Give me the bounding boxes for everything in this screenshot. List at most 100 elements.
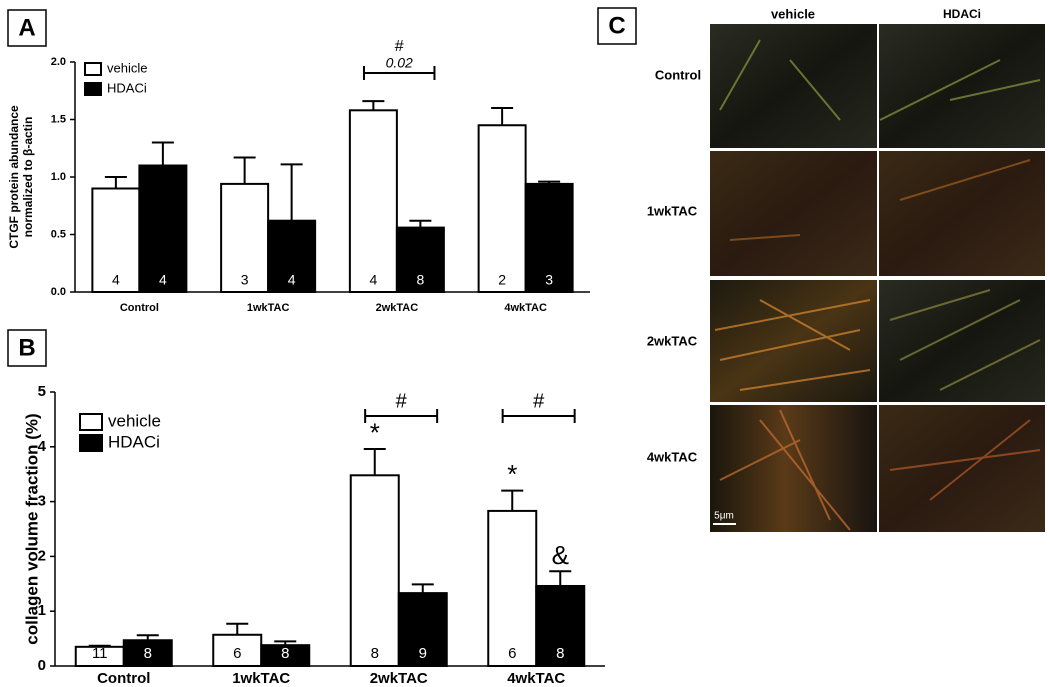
bar xyxy=(395,226,445,294)
bar xyxy=(138,164,188,293)
x-tick-label: Control xyxy=(120,302,159,314)
bar xyxy=(487,509,538,667)
bar xyxy=(122,639,173,668)
bar xyxy=(267,219,317,293)
comparison-bracket xyxy=(364,409,439,423)
y-tick-label: 2 xyxy=(38,547,46,564)
bar xyxy=(212,633,263,667)
comparison-bracket xyxy=(501,409,576,423)
comparison-label: # xyxy=(395,38,404,55)
bar xyxy=(260,644,311,668)
error-bar xyxy=(409,219,432,228)
comparison-label: # xyxy=(396,390,408,412)
y-tick-label: 1.5 xyxy=(51,113,66,125)
comparison-bracket xyxy=(362,66,436,80)
x-tick-label: 1wkTAC xyxy=(247,302,290,314)
micrograph xyxy=(879,24,1045,148)
legend-swatch xyxy=(84,62,102,76)
y-tick-label: 4 xyxy=(38,438,47,455)
micrograph xyxy=(710,280,877,402)
n-label: 4 xyxy=(369,272,377,288)
error-bar xyxy=(411,583,434,594)
legend-swatch xyxy=(79,434,103,452)
n-label: 6 xyxy=(508,645,516,662)
legend-swatch xyxy=(84,82,102,96)
bar xyxy=(348,109,398,293)
y-tick-label: 0.5 xyxy=(51,228,66,240)
x-tick-label: 1wkTAC xyxy=(232,670,290,687)
row-label: 4wkTAC xyxy=(647,449,698,464)
significance-marker: * xyxy=(370,418,380,448)
n-label: 4 xyxy=(288,272,296,288)
bar xyxy=(349,474,400,667)
panel-label-box xyxy=(7,329,47,367)
n-label: 8 xyxy=(144,645,152,662)
micrograph xyxy=(710,24,877,148)
comparison-note: 0.02 xyxy=(386,55,413,71)
micrograph xyxy=(710,405,877,532)
n-label: 4 xyxy=(159,272,167,288)
n-label: 6 xyxy=(233,645,241,662)
error-bar xyxy=(151,141,174,166)
x-tick-label: 4wkTAC xyxy=(507,670,565,687)
fiber-texture xyxy=(714,39,1041,531)
n-label: 8 xyxy=(281,645,289,662)
y-axis-label: CTGF protein abundance xyxy=(7,105,21,249)
micrograph xyxy=(710,151,877,276)
y-tick-label: 3 xyxy=(38,493,46,510)
legend-label: HDACi xyxy=(108,432,160,451)
error-bar xyxy=(226,622,249,635)
error-bar xyxy=(501,489,524,511)
y-tick-label: 2.0 xyxy=(51,56,66,68)
panel-c: C vehicle HDACi Control 1wkTAC 2wkTAC 4w… xyxy=(597,6,1045,532)
n-label: 11 xyxy=(92,645,108,662)
micrograph xyxy=(879,151,1045,276)
bar xyxy=(535,584,586,668)
bar xyxy=(524,182,574,293)
n-label: 8 xyxy=(556,645,564,662)
panel-label: A xyxy=(18,14,35,41)
n-label: 8 xyxy=(416,272,424,288)
row-label: 2wkTAC xyxy=(647,333,698,348)
error-bar xyxy=(233,156,256,184)
n-label: 3 xyxy=(545,272,553,288)
column-label: HDACi xyxy=(943,7,981,21)
legend-label: vehicle xyxy=(108,411,161,430)
significance-marker: * xyxy=(507,459,517,489)
error-bar xyxy=(104,176,127,189)
chart: A CTGF protein abundance normalized to β-a… xyxy=(7,9,590,314)
x-tick-label: Control xyxy=(97,670,150,687)
y-tick-label: 1 xyxy=(38,602,46,619)
error-bar xyxy=(280,163,303,221)
panel-label: B xyxy=(18,334,35,361)
n-label: 8 xyxy=(371,645,379,662)
x-tick-label: 2wkTAC xyxy=(370,670,428,687)
column-label: vehicle xyxy=(771,6,815,21)
x-tick-label: 4wkTAC xyxy=(504,302,547,314)
comparison-label: # xyxy=(533,390,545,412)
error-bar xyxy=(363,447,386,476)
y-tick-label: 1.0 xyxy=(51,171,66,183)
row-label: Control xyxy=(655,67,701,82)
legend-label: vehicle xyxy=(107,60,147,75)
n-label: 4 xyxy=(112,272,120,288)
panel-label: C xyxy=(608,12,625,39)
row-label: 1wkTAC xyxy=(647,203,698,218)
y-axis-label: normalized to β-actin xyxy=(21,117,35,238)
error-bar xyxy=(362,100,385,111)
bar xyxy=(477,124,527,293)
legend-swatch xyxy=(79,413,103,431)
y-tick-label: 0 xyxy=(38,657,46,674)
legend-label: HDACi xyxy=(107,80,147,95)
scale-bar-label: 5μm xyxy=(714,511,734,522)
y-tick-label: 0.0 xyxy=(51,286,66,298)
y-axis-label: collagen volume fraction (%) xyxy=(22,413,41,644)
n-label: 9 xyxy=(419,645,427,662)
significance-marker: & xyxy=(552,540,569,570)
bar xyxy=(397,592,448,668)
n-label: 2 xyxy=(498,272,506,288)
x-tick-label: 2wkTAC xyxy=(376,302,419,314)
error-bar xyxy=(549,570,572,586)
